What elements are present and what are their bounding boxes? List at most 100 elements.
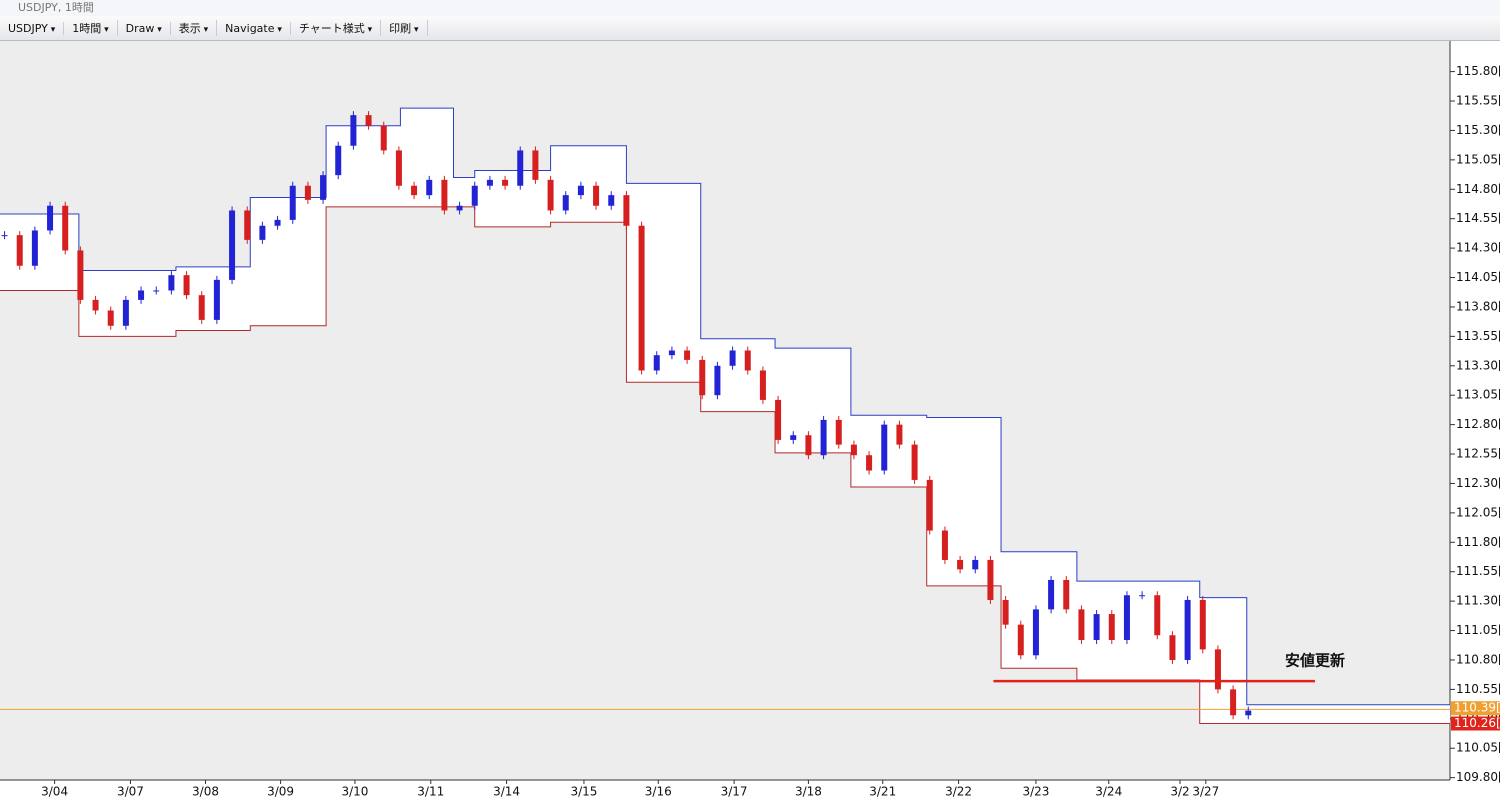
candle	[941, 530, 948, 560]
candle	[274, 219, 281, 226]
candle	[486, 179, 493, 186]
x-tick-label: 3/27	[1192, 785, 1219, 799]
candle	[77, 250, 84, 300]
candle	[1093, 614, 1100, 640]
candle	[168, 275, 175, 291]
candle	[926, 479, 933, 531]
candle	[790, 435, 797, 440]
candle	[471, 185, 478, 206]
channel-upper	[0, 107, 1450, 706]
y-tick-label: 110.80[(	[1456, 652, 1500, 666]
candle	[411, 185, 418, 196]
candle	[911, 444, 918, 480]
candle	[47, 205, 54, 231]
x-tick-label: 3/15	[570, 785, 597, 799]
y-tick-label: 112.55[(	[1456, 447, 1500, 461]
candle	[562, 195, 569, 211]
candle	[122, 299, 129, 326]
y-tick-label: 111.80[(	[1456, 535, 1500, 549]
channel-box	[550, 145, 627, 223]
candle	[623, 195, 630, 226]
candle	[820, 419, 827, 456]
candle	[532, 150, 539, 180]
x-tick-label: 3/14	[493, 785, 520, 799]
channel-box	[1246, 704, 1450, 724]
y-tick-label: 112.05[(	[1456, 505, 1500, 519]
channel-box	[1199, 597, 1247, 724]
candle	[138, 290, 145, 300]
y-tick-label: 112.80[(	[1456, 417, 1500, 431]
candle	[684, 350, 691, 360]
candle	[1032, 609, 1039, 656]
channel-box	[926, 417, 1002, 586]
candle	[183, 275, 190, 296]
candle	[1154, 595, 1161, 636]
candle	[304, 185, 311, 200]
x-tick-label: 3/24	[1095, 785, 1122, 799]
candle	[198, 295, 205, 320]
candle	[335, 145, 342, 176]
channel-box	[1001, 551, 1077, 669]
candle	[881, 424, 888, 471]
candle	[775, 399, 782, 440]
candle	[92, 299, 99, 311]
y-tick-label: 114.05[(	[1456, 270, 1500, 284]
candle	[229, 210, 236, 280]
x-axis-bg	[0, 780, 1450, 802]
x-tick-label: 3/07	[117, 785, 144, 799]
candle	[593, 185, 600, 206]
y-tick-label: 113.30[(	[1456, 358, 1500, 372]
y-tick-label: 110.55[(	[1456, 682, 1500, 696]
candle	[987, 559, 994, 600]
candle	[289, 185, 296, 220]
channel-box	[250, 197, 327, 326]
x-tick-label: 3/09	[267, 785, 294, 799]
y-tick-label: 111.55[(	[1456, 564, 1500, 578]
candle	[1002, 599, 1009, 625]
candle	[502, 179, 509, 186]
candle	[850, 444, 857, 456]
candle	[1214, 649, 1221, 690]
candle	[1078, 609, 1085, 640]
y-tick-label: 113.05[(	[1456, 388, 1500, 402]
y-tick-label: 114.55[(	[1456, 211, 1500, 225]
candle	[1245, 710, 1252, 716]
candle	[759, 370, 766, 400]
candle	[957, 559, 964, 570]
channel-box	[453, 177, 475, 207]
channel-lower	[0, 206, 1450, 725]
y-axis-bg	[1450, 41, 1500, 802]
candle	[805, 435, 812, 456]
candle	[426, 179, 433, 196]
y-tick-label: 109.80[(	[1456, 770, 1500, 784]
candle	[1017, 624, 1024, 656]
candle	[1184, 599, 1191, 660]
x-tick-label: 3/04	[41, 785, 68, 799]
x-tick-label: 3/22	[945, 785, 972, 799]
y-tick-label: 113.55[(	[1456, 329, 1500, 343]
x-tick-label: 3/21	[869, 785, 896, 799]
x-tick-label: 3/11	[417, 785, 444, 799]
y-tick-label: 114.80[(	[1456, 182, 1500, 196]
candle	[517, 150, 524, 186]
candle	[1108, 614, 1115, 640]
candle	[441, 179, 448, 211]
candle	[365, 115, 372, 126]
candle	[244, 210, 251, 240]
candle	[577, 185, 584, 196]
window-title: USDJPY, 1時間	[18, 1, 94, 14]
candle	[1230, 689, 1237, 716]
candle	[699, 359, 706, 396]
y-tick-label: 115.80[(	[1456, 64, 1500, 78]
candle	[16, 235, 23, 266]
price-label-box	[1451, 716, 1500, 731]
candle	[31, 230, 38, 266]
candle	[153, 290, 160, 292]
y-tick-label: 111.05[(	[1456, 623, 1500, 637]
candle	[62, 205, 69, 251]
x-tick-label: 3/18	[795, 785, 822, 799]
candle	[107, 310, 114, 326]
annotation: 安値更新	[1285, 652, 1345, 670]
toolbar-button[interactable]: 印刷	[381, 20, 428, 36]
